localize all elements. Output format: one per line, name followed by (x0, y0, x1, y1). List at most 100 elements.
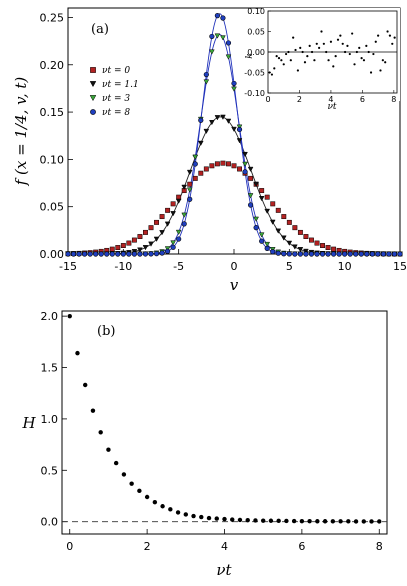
data-point (170, 240, 176, 246)
inset-y-tick-label: 0.00 (247, 48, 265, 57)
data-point (377, 519, 382, 524)
data-point (325, 245, 331, 251)
data-point (113, 460, 119, 466)
data-point (137, 234, 143, 239)
x-tick-label: 0 (66, 540, 73, 553)
data-point (181, 184, 188, 190)
x-tick-label: 6 (298, 540, 305, 553)
data-point (322, 519, 328, 524)
inset-point (280, 59, 283, 62)
y-tick-label: 0.25 (40, 11, 65, 24)
data-point (315, 519, 320, 524)
inset-point (377, 34, 380, 37)
data-point (168, 507, 173, 512)
data-point (280, 235, 287, 241)
inset-point (287, 50, 290, 54)
data-point (81, 251, 88, 257)
data-point (137, 488, 142, 494)
inset-point (388, 34, 392, 37)
inset-x-tick-label: 4 (328, 95, 333, 104)
data-point (319, 251, 326, 257)
panel-a-legend: νt = 0 νt = 1.1 νt = 3 νt = 8 (84, 59, 166, 121)
x-tick-label: 2 (144, 540, 151, 553)
data-point (231, 80, 237, 87)
data-point (299, 518, 305, 524)
data-point (143, 229, 148, 235)
data-point (380, 251, 387, 257)
data-point (237, 517, 243, 523)
inset: 0 2 4 6 8 0.10 0.05 0.00 -0.05 -0.10 k νt (244, 7, 400, 112)
data-point (314, 251, 320, 257)
data-point (120, 243, 126, 248)
legend-label: νt = 8 (102, 108, 130, 118)
x-tick-label: 5 (286, 260, 293, 273)
data-point (269, 219, 276, 225)
data-point (225, 54, 232, 60)
inset-background (262, 8, 400, 101)
data-point (153, 236, 160, 242)
data-point (320, 243, 325, 248)
data-point (214, 33, 221, 39)
data-point (121, 472, 127, 477)
data-point (268, 518, 274, 523)
inset-point (348, 52, 351, 56)
data-point (237, 166, 242, 172)
data-point (303, 234, 309, 239)
data-point (67, 313, 72, 319)
data-point (131, 251, 137, 257)
data-point (353, 519, 359, 524)
data-point (176, 194, 182, 200)
data-point (65, 251, 71, 257)
data-point (70, 251, 77, 257)
inset-point (327, 59, 330, 62)
data-point (106, 447, 111, 452)
data-point (253, 518, 258, 523)
data-point (160, 504, 165, 509)
data-point (276, 518, 281, 524)
inset-point (270, 73, 274, 76)
data-point (206, 515, 212, 521)
inset-point (339, 34, 342, 37)
data-point (209, 33, 215, 40)
data-point (325, 251, 331, 257)
data-point (253, 181, 259, 188)
data-point (242, 151, 248, 158)
data-point (264, 194, 270, 200)
data-point (175, 198, 182, 204)
inset-point (369, 71, 373, 74)
data-point (286, 240, 293, 246)
data-point (197, 140, 204, 146)
inset-point (379, 69, 382, 72)
y-tick-label: 0.15 (40, 106, 65, 119)
data-point (209, 163, 215, 169)
data-point (175, 229, 182, 236)
inset-point (308, 44, 311, 47)
inset-x-tick-label: 0 (265, 95, 270, 104)
y-tick-label: 0.5 (41, 464, 59, 477)
panel-b: 0 2 4 6 8 0.0 0.5 1.0 1.5 2.0 (b) νt H (21, 310, 388, 579)
data-point (253, 216, 259, 222)
data-point (115, 251, 121, 257)
inset-point (351, 32, 354, 35)
x-tick-label: -10 (114, 260, 132, 273)
data-point (214, 516, 219, 521)
data-point (226, 161, 231, 167)
inset-point (318, 46, 321, 50)
inset-point (306, 55, 309, 58)
inset-y-tick-label: -0.10 (244, 89, 265, 98)
data-point (369, 519, 374, 524)
data-point (258, 196, 265, 202)
data-point (336, 251, 342, 257)
inset-point (386, 30, 389, 33)
data-point (214, 13, 220, 19)
x-tick-label: -15 (59, 260, 77, 273)
data-point (231, 126, 237, 132)
data-point (198, 170, 204, 176)
data-point (242, 161, 248, 167)
fit-line (68, 116, 400, 255)
data-point (159, 230, 165, 236)
data-point (225, 118, 232, 124)
inset-point (315, 42, 318, 45)
data-point (170, 244, 176, 250)
